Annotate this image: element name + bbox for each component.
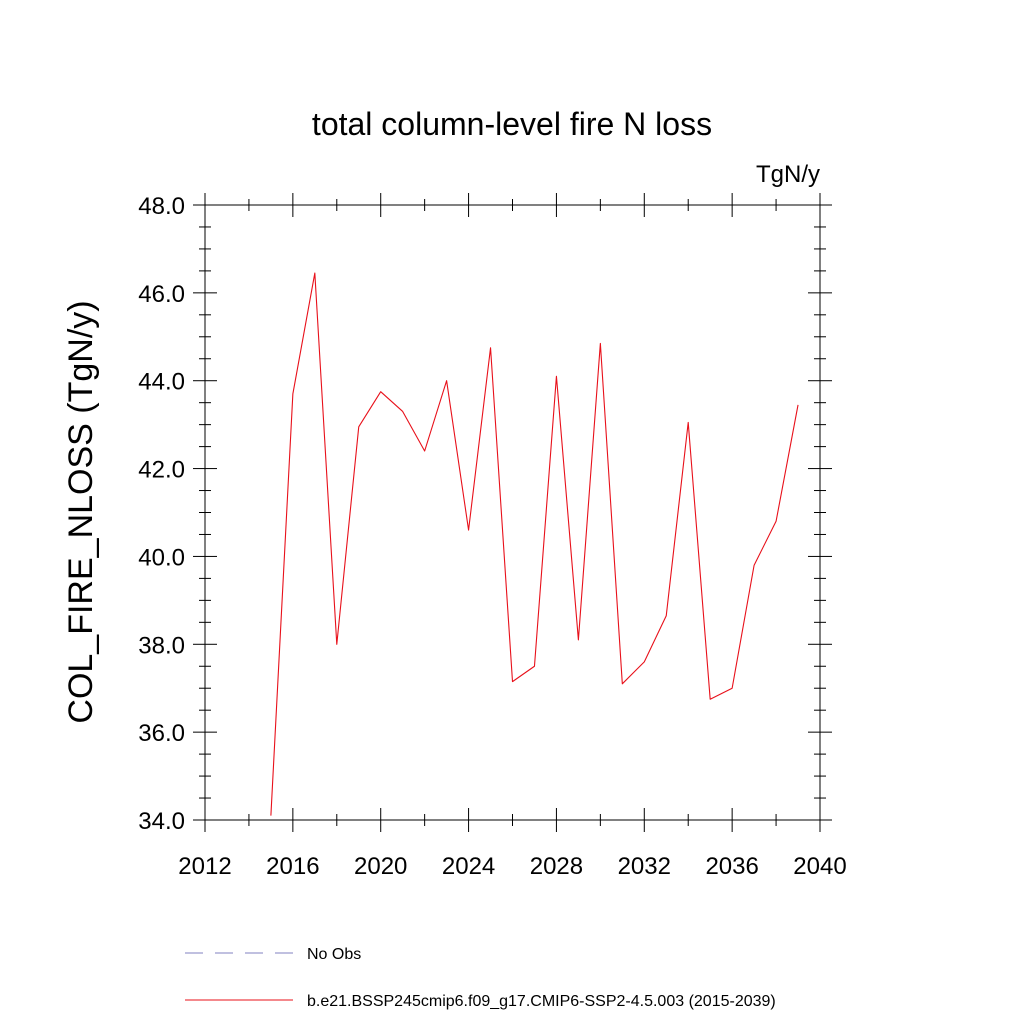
y-tick-label: 46.0 bbox=[138, 281, 185, 308]
x-tick-label: 2016 bbox=[266, 853, 319, 880]
x-tick-label: 2028 bbox=[530, 853, 583, 880]
y-axis-label: COL_FIRE_NLOSS (TgN/y) bbox=[62, 300, 100, 723]
y-tick-label: 38.0 bbox=[138, 632, 185, 659]
x-tick-label: 2040 bbox=[793, 853, 846, 880]
y-tick-label: 48.0 bbox=[138, 193, 185, 220]
x-tick-label: 2024 bbox=[442, 853, 495, 880]
x-tick-label: 2036 bbox=[705, 853, 758, 880]
series-line bbox=[270, 272, 799, 816]
plot-frame bbox=[204, 204, 821, 821]
legend-label: No Obs bbox=[307, 946, 361, 963]
x-tick-label: 2020 bbox=[354, 853, 407, 880]
y-tick-label: 44.0 bbox=[138, 369, 185, 396]
y-tick-label: 34.0 bbox=[138, 808, 185, 835]
units-label: TgN/y bbox=[756, 161, 820, 188]
x-tick-label: 2032 bbox=[618, 853, 671, 880]
y-tick-label: 40.0 bbox=[138, 544, 185, 571]
y-tick-label: 36.0 bbox=[138, 720, 185, 747]
y-tick-label: 42.0 bbox=[138, 457, 185, 484]
chart-title: total column-level fire N loss bbox=[312, 106, 712, 142]
x-tick-label: 2012 bbox=[178, 853, 231, 880]
legend-label: b.e21.BSSP245cmip6.f09_g17.CMIP6-SSP2-4.… bbox=[307, 993, 776, 1010]
